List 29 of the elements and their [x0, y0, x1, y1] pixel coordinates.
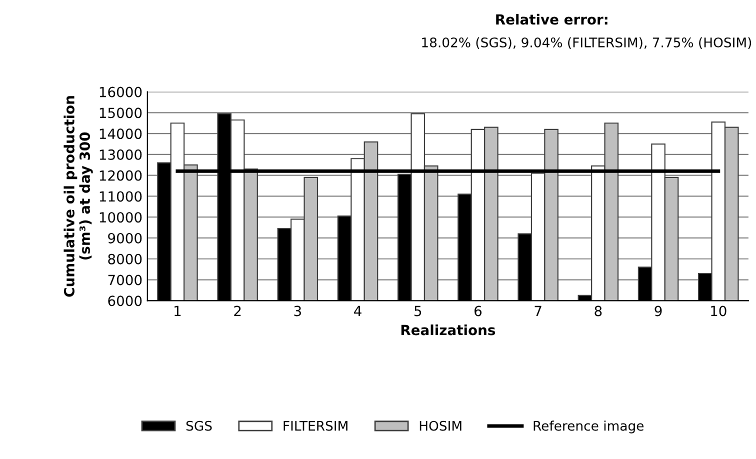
x-tick-label: 5: [414, 306, 422, 316]
y-axis-title: Cumulative oil production (sm³) at day 300: [64, 96, 93, 297]
y-tick-label: 16000: [100, 86, 142, 98]
x-tick-label: 7: [534, 306, 542, 316]
y-tick-label: 13000: [100, 149, 142, 160]
y-tick-label: 9000: [108, 232, 142, 244]
y-tick-label: 6000: [108, 296, 142, 306]
x-tick-label: 2: [234, 306, 241, 316]
y-tick-label: 12000: [100, 170, 142, 181]
y-tick-label: 14000: [100, 128, 142, 140]
y-tick-label: 15000: [100, 108, 142, 118]
x-tick-label: 10: [711, 306, 726, 316]
legend-label: Reference image: [534, 420, 644, 434]
x-tick-label: 6: [474, 306, 482, 316]
legend-label: SGS: [186, 420, 212, 431]
x-axis-title: Realizations: [401, 324, 496, 336]
x-tick-label: 3: [294, 306, 301, 316]
y-tick-label: 7000: [108, 274, 142, 286]
x-tick-label: 1: [174, 306, 181, 316]
x-tick-label: 9: [654, 306, 662, 316]
y-tick-label: 8000: [108, 254, 142, 264]
y-tick-label: 10000: [100, 212, 142, 223]
x-tick-label: 8: [594, 306, 602, 316]
chart-subtitle: 18.02% (SGS), 9.04% (FILTERSIM), 7.75% (HOSIM): [422, 37, 752, 49]
legend-label: HOSIM: [420, 420, 462, 431]
x-tick-label: 4: [354, 306, 362, 316]
chart-title: Relative error:: [496, 14, 608, 25]
legend-label: FILTERSIM: [284, 420, 348, 431]
y-tick-label: 11000: [100, 191, 142, 202]
